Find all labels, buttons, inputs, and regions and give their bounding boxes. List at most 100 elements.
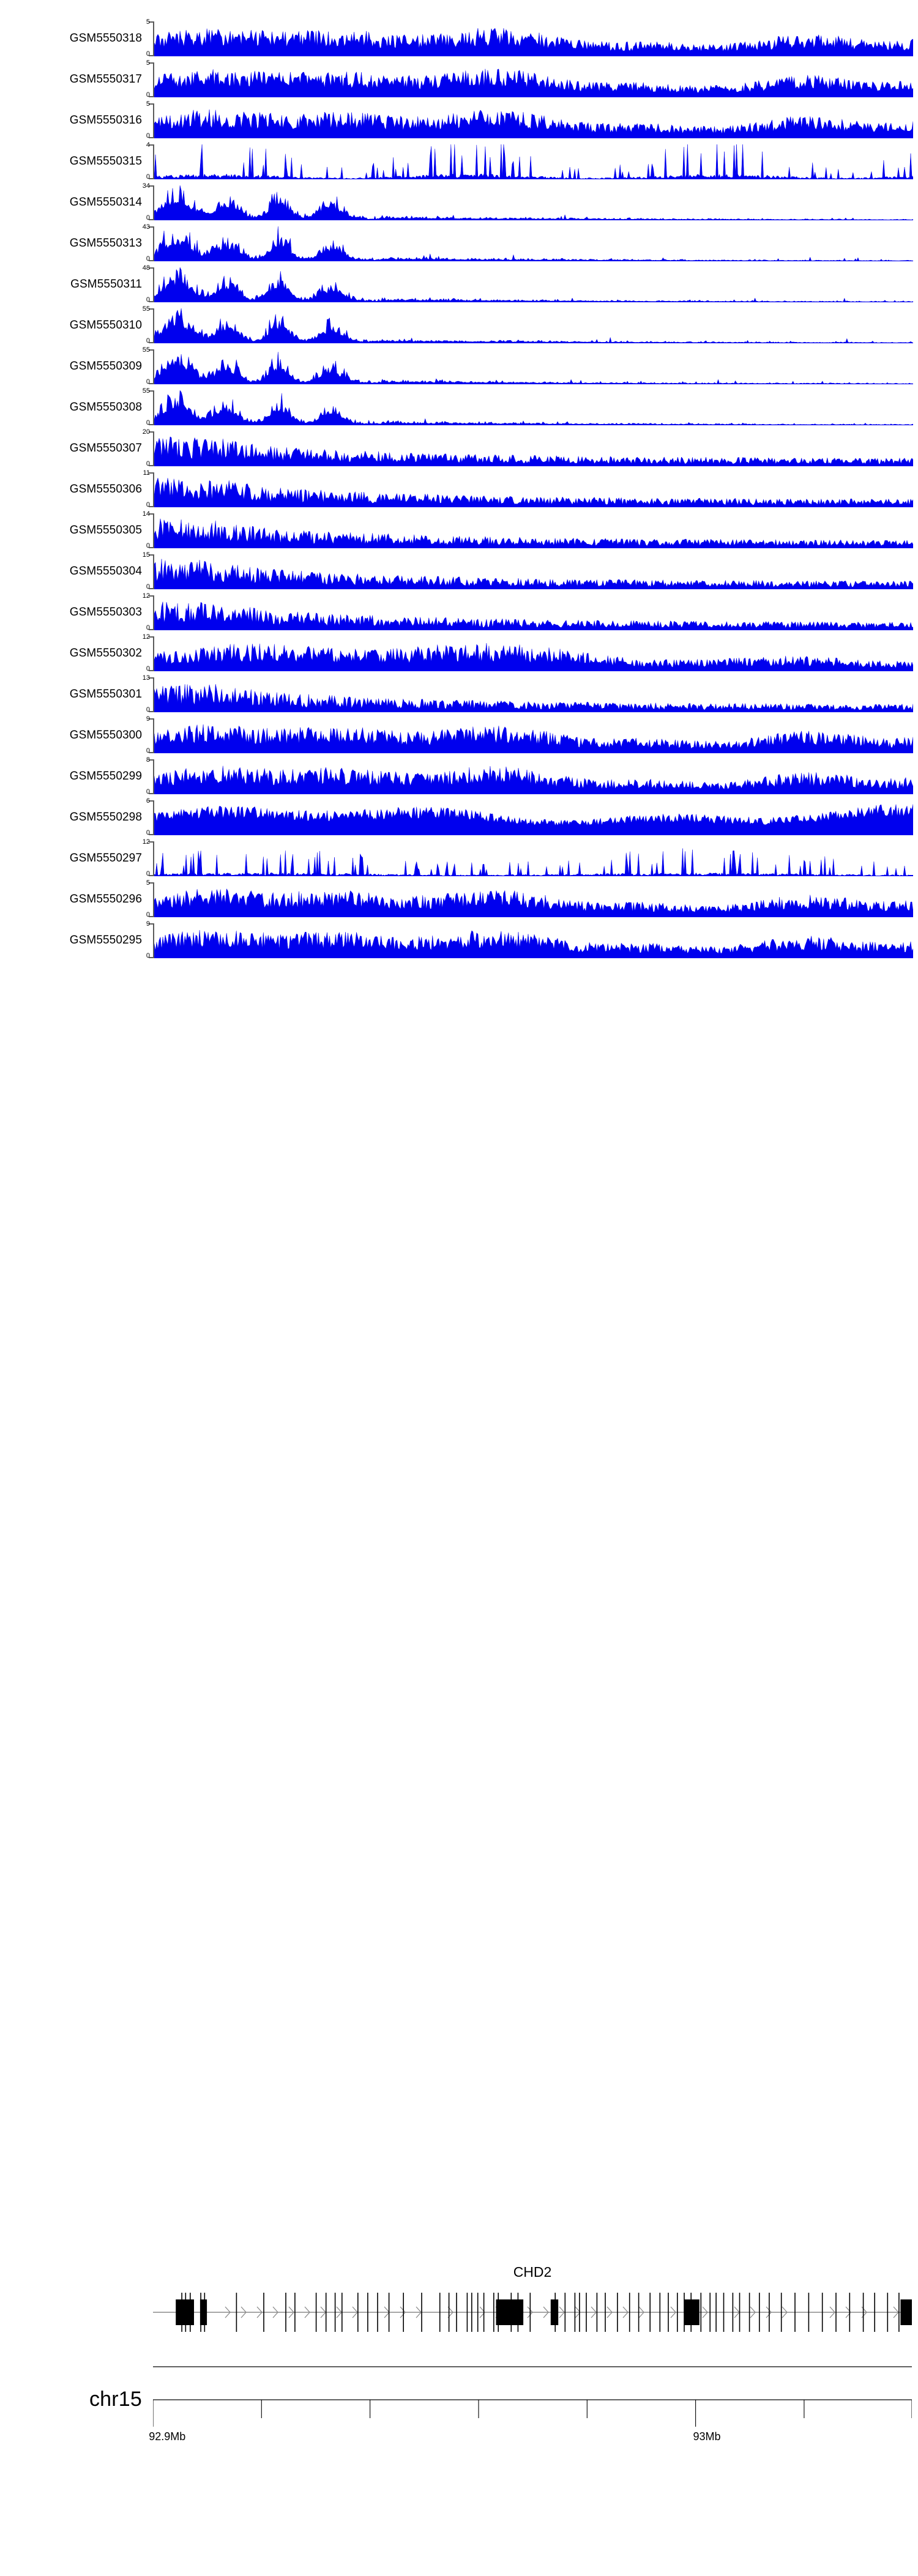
y-axis-min-label: 0 bbox=[146, 296, 150, 303]
y-axis-min-label: 0 bbox=[146, 952, 150, 959]
y-axis-max-label: 8 bbox=[146, 756, 150, 764]
y-axis-min-label: 0 bbox=[146, 419, 150, 426]
y-axis-tick-max bbox=[149, 882, 154, 884]
track-sample-label: GSM5550314 bbox=[69, 195, 142, 209]
coverage-track: GSM5550306 11 0 bbox=[0, 469, 918, 508]
gene-annotation-track: CHD2 bbox=[153, 2264, 912, 2340]
y-axis-min-label: 0 bbox=[146, 583, 150, 590]
coverage-plot-area bbox=[154, 390, 913, 425]
coverage-track: GSM5550317 5 0 bbox=[0, 60, 918, 99]
coverage-track: GSM5550307 20 0 bbox=[0, 428, 918, 467]
y-axis-tick-min bbox=[149, 342, 154, 343]
coverage-plot-area bbox=[154, 103, 913, 138]
y-axis-tick-min bbox=[149, 506, 154, 507]
track-sample-label: GSM5550304 bbox=[69, 564, 142, 578]
y-axis-max-label: 11 bbox=[143, 469, 150, 477]
y-axis-tick-min bbox=[149, 588, 154, 589]
y-axis-line bbox=[153, 185, 154, 220]
chr-axis-tick-label: 92.9Mb bbox=[149, 2430, 186, 2443]
y-axis-tick-max bbox=[149, 390, 154, 392]
y-axis-min-label: 0 bbox=[146, 747, 150, 754]
y-axis-max-label: 48 bbox=[142, 264, 150, 272]
y-axis-tick-max bbox=[149, 431, 154, 433]
coverage-plot-area bbox=[154, 308, 913, 343]
y-axis-tick-max bbox=[149, 718, 154, 720]
coverage-track: GSM5550318 5 0 bbox=[0, 19, 918, 58]
y-axis-min-label: 0 bbox=[146, 214, 150, 221]
coverage-track: GSM5550310 55 0 bbox=[0, 305, 918, 344]
track-sample-label: GSM5550306 bbox=[69, 482, 142, 496]
y-axis-tick-max bbox=[149, 677, 154, 679]
y-axis-tick-max bbox=[149, 636, 154, 638]
track-sample-label: GSM5550308 bbox=[69, 400, 142, 414]
y-axis-min-label: 0 bbox=[146, 829, 150, 836]
y-axis-tick-max bbox=[149, 62, 154, 64]
y-axis-max-label: 20 bbox=[142, 428, 150, 436]
y-axis-tick-min bbox=[149, 383, 154, 384]
y-axis-tick-min bbox=[149, 711, 154, 712]
track-sample-label: GSM5550311 bbox=[70, 277, 142, 291]
chromosome-axis-section: chr15 92.9Mb 93Mb bbox=[0, 2362, 918, 2503]
coverage-plot-area bbox=[154, 718, 913, 753]
y-axis-tick-min bbox=[149, 260, 154, 261]
y-axis-max-label: 6 bbox=[146, 797, 150, 805]
coverage-track: GSM5550302 12 0 bbox=[0, 634, 918, 672]
y-axis-max-label: 55 bbox=[142, 387, 150, 395]
y-axis-tick-max bbox=[149, 103, 154, 105]
y-axis-min-label: 0 bbox=[146, 460, 150, 467]
y-axis-min-label: 0 bbox=[146, 788, 150, 795]
y-axis-max-label: 9 bbox=[146, 715, 150, 723]
y-axis-line bbox=[153, 882, 154, 917]
track-sample-label: GSM5550318 bbox=[69, 31, 142, 45]
coverage-plot-area bbox=[154, 431, 913, 466]
y-axis-tick-max bbox=[149, 841, 154, 843]
coverage-plot-area bbox=[154, 513, 913, 548]
y-axis-line bbox=[153, 144, 154, 179]
y-axis-max-label: 14 bbox=[142, 510, 150, 518]
coverage-plot-area bbox=[154, 267, 913, 302]
y-axis-min-label: 0 bbox=[146, 337, 150, 344]
coverage-plot-area bbox=[154, 841, 913, 876]
y-axis-tick-min bbox=[149, 793, 154, 794]
coverage-track: GSM5550296 5 0 bbox=[0, 880, 918, 918]
coverage-plot-area bbox=[154, 21, 913, 56]
track-sample-label: GSM5550309 bbox=[69, 359, 142, 373]
y-axis-line bbox=[153, 718, 154, 753]
track-sample-label: GSM5550298 bbox=[69, 810, 142, 824]
y-axis-tick-max bbox=[149, 472, 154, 474]
y-axis-tick-min bbox=[149, 629, 154, 630]
track-sample-label: GSM5550299 bbox=[69, 769, 142, 783]
y-axis-tick-min bbox=[149, 424, 154, 425]
y-axis-tick-max bbox=[149, 267, 154, 269]
y-axis-max-label: 55 bbox=[142, 305, 150, 313]
y-axis-max-label: 12 bbox=[142, 592, 150, 600]
y-axis-tick-max bbox=[149, 185, 154, 187]
coverage-plot-area bbox=[154, 677, 913, 712]
y-axis-max-label: 5 bbox=[146, 100, 150, 108]
y-axis-min-label: 0 bbox=[146, 706, 150, 713]
y-axis-line bbox=[153, 554, 154, 589]
y-axis-max-label: 13 bbox=[142, 674, 150, 682]
y-axis-line bbox=[153, 841, 154, 876]
y-axis-tick-min bbox=[149, 957, 154, 958]
y-axis-max-label: 4 bbox=[146, 141, 150, 149]
coverage-track: GSM5550308 55 0 bbox=[0, 387, 918, 426]
y-axis-min-label: 0 bbox=[146, 132, 150, 140]
y-axis-tick-min bbox=[149, 670, 154, 671]
y-axis-max-label: 34 bbox=[142, 182, 150, 190]
y-axis-line bbox=[153, 103, 154, 138]
y-axis-line bbox=[153, 308, 154, 343]
gene-name-label: CHD2 bbox=[513, 2264, 552, 2280]
coverage-plot-area bbox=[154, 554, 913, 589]
y-axis-min-label: 0 bbox=[146, 870, 150, 877]
y-axis-line bbox=[153, 677, 154, 712]
coverage-track: GSM5550315 4 0 bbox=[0, 141, 918, 181]
coverage-plot-area bbox=[154, 759, 913, 794]
coverage-track: GSM5550297 12 0 bbox=[0, 839, 918, 877]
y-axis-min-label: 0 bbox=[146, 91, 150, 99]
track-sample-label: GSM5550310 bbox=[69, 318, 142, 332]
y-axis-max-label: 15 bbox=[142, 551, 150, 559]
y-axis-min-label: 0 bbox=[146, 50, 150, 58]
track-sample-label: GSM5550307 bbox=[69, 441, 142, 455]
